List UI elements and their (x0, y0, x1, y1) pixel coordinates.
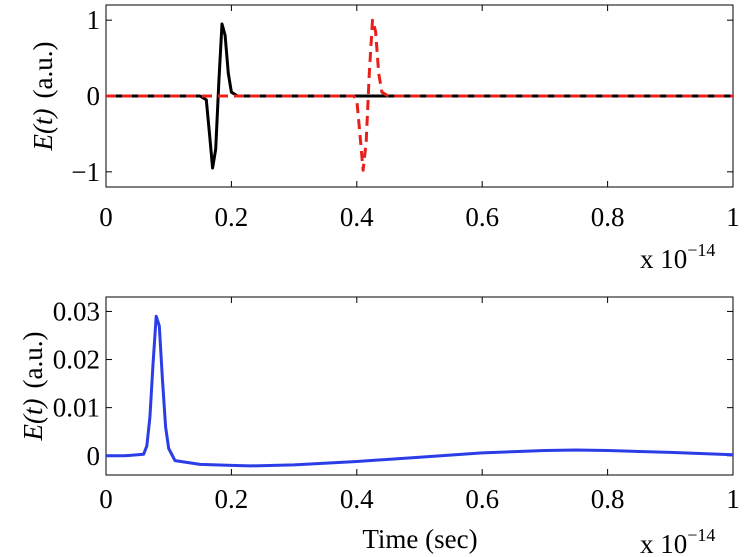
x-tick-label: 0.8 (591, 202, 625, 232)
x-tick-label: 0.4 (340, 202, 374, 232)
x-tick-label: 0.4 (340, 484, 374, 514)
y-tick-label: 0 (87, 441, 101, 471)
x-tick-label: 0.2 (215, 484, 249, 514)
x-tick-label: 0.6 (465, 484, 499, 514)
bottom-panel: 0 0.2 0.4 0.6 0.8 1 00.010.020.03 Time (sec) … (18, 296, 740, 557)
series-line-pulse-1 (106, 22, 733, 170)
y-tick-label: 0 (87, 81, 101, 111)
top-panel: 0 0.2 0.4 0.6 0.8 1 −1 0 1 x 10−14 E(t)(a.u.) (28, 4, 740, 274)
y-tick-label: 1 (87, 5, 101, 35)
x-tick-label: 1 (726, 202, 740, 232)
y-tick-label: 0.03 (53, 296, 100, 326)
bottom-x-label: Time (sec) (362, 524, 477, 554)
x-tick-label: 0.8 (591, 484, 625, 514)
bottom-axes-frame (105, 296, 734, 476)
top-x-scale: x 10−14 (640, 240, 715, 274)
series-line-field (106, 314, 734, 468)
series-line-pulse-2 (106, 18, 733, 172)
x-tick-label: 0 (99, 202, 113, 232)
x-tick-label: 0.6 (465, 202, 499, 232)
bottom-y-label: E(t)(a.u.) (18, 332, 48, 442)
x-tick-label: 0 (99, 484, 113, 514)
bottom-x-scale: x 10−14 (640, 525, 715, 557)
top-y-label: E(t)(a.u.) (28, 42, 58, 152)
y-tick-label: 0.02 (53, 345, 100, 375)
x-tick-label: 0.2 (215, 202, 249, 232)
x-tick-label: 1 (726, 484, 740, 514)
y-tick-label: 0.01 (53, 393, 100, 423)
y-tick-label: −1 (71, 157, 100, 187)
